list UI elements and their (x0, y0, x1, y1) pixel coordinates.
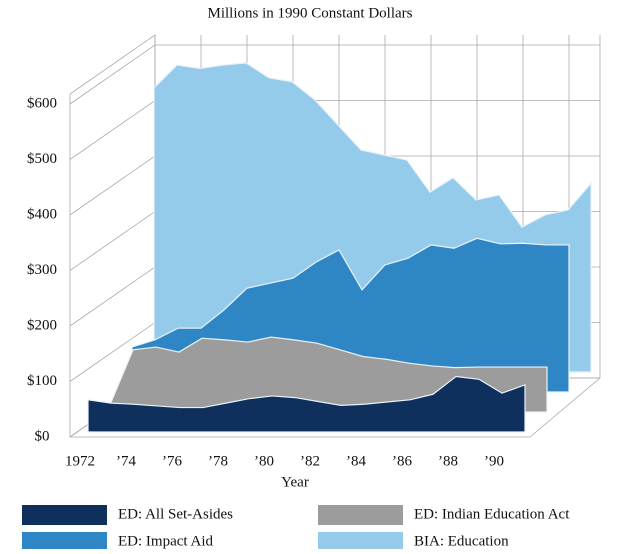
y-tick-label: $0 (35, 428, 50, 444)
legend-label: ED: All Set-Asides (118, 506, 233, 522)
y-tick-label: $300 (27, 262, 57, 278)
y-tick-label: $100 (27, 373, 57, 389)
x-tick-label: ’76 (162, 453, 182, 469)
x-tick-label: ’82 (300, 453, 320, 469)
y-tick-label: $400 (27, 206, 57, 222)
x-tick-label: ’78 (208, 453, 228, 469)
x-tick-label: ’74 (116, 453, 136, 469)
y-tick-label: $200 (27, 317, 57, 333)
y-tick-label: $500 (27, 151, 57, 167)
x-tick-label: ’90 (484, 453, 504, 469)
x-axis-label: Year (281, 474, 309, 490)
x-tick-label: ’80 (254, 453, 274, 469)
legend-label: ED: Indian Education Act (414, 506, 570, 522)
legend-swatch (22, 532, 107, 552)
y-tick-label: $600 (27, 95, 57, 111)
x-tick-label: ’88 (438, 453, 458, 469)
legend-swatch (22, 505, 107, 525)
grid-line (69, 44, 600, 105)
legend-label: BIA: Education (414, 533, 509, 549)
x-tick-label: 1972 (65, 453, 95, 469)
x-tick-label: ’86 (392, 453, 412, 469)
legend-swatch (318, 532, 403, 552)
legend-swatch (318, 505, 403, 525)
legend-label: ED: Impact Aid (118, 533, 213, 549)
chart-title: Millions in 1990 Constant Dollars (207, 5, 412, 21)
area (87, 375, 526, 433)
x-tick-label: ’84 (346, 453, 366, 469)
